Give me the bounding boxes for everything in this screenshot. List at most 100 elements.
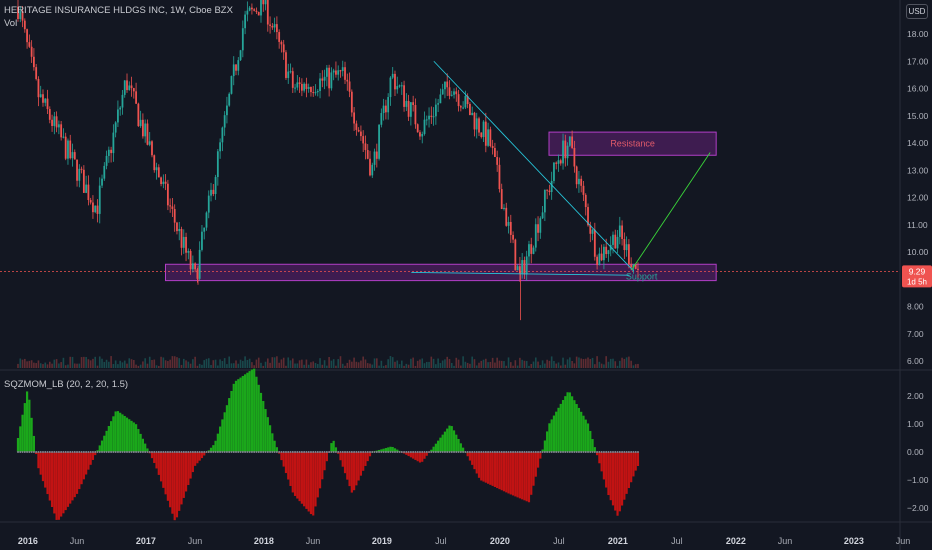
squeeze-dot — [439, 451, 442, 453]
squeeze-dot — [351, 451, 353, 453]
momentum-bar — [423, 452, 426, 459]
momentum-bar — [539, 452, 542, 459]
volume-bar — [487, 362, 489, 368]
candle-body — [114, 122, 117, 133]
momentum-bar — [564, 396, 567, 452]
indicator-tick-label: −1.00 — [907, 475, 929, 485]
volume-bar — [435, 364, 437, 368]
candle-body — [432, 116, 435, 118]
momentum-bar — [473, 452, 476, 470]
squeeze-dot — [521, 451, 523, 453]
volume-bar — [473, 359, 476, 368]
squeeze-dot — [339, 451, 342, 453]
squeeze-dot — [260, 451, 262, 453]
momentum-bar — [609, 452, 612, 501]
momentum-bar — [380, 449, 383, 452]
volume-bar — [39, 363, 42, 368]
momentum-bar — [530, 452, 533, 495]
momentum-bar — [241, 375, 244, 452]
squeeze-dot — [578, 451, 580, 453]
momentum-bar — [71, 452, 74, 501]
squeeze-dot — [566, 451, 569, 453]
candle-body — [46, 98, 49, 110]
volume-bar — [603, 364, 605, 368]
candle-body — [112, 132, 115, 154]
momentum-bar — [353, 452, 356, 491]
currency-badge[interactable]: USD — [906, 4, 928, 19]
squeeze-dot — [33, 451, 35, 453]
candle-body — [130, 85, 133, 89]
squeeze-dot — [187, 451, 190, 453]
volume-bar — [260, 362, 262, 368]
volume-bar — [85, 356, 87, 368]
candle-body — [612, 234, 614, 245]
momentum-bar — [620, 452, 624, 506]
price-tick-label: 11.00 — [907, 220, 928, 230]
candle-body — [310, 86, 312, 93]
momentum-bar — [30, 417, 33, 452]
volume-bar — [366, 363, 369, 368]
volume-bar — [630, 360, 632, 368]
candle-body — [55, 116, 58, 128]
volume-bar — [457, 359, 460, 368]
squeeze-dot — [398, 451, 401, 453]
volume-bar — [444, 359, 446, 368]
candle-body — [87, 184, 90, 201]
candle-body — [23, 20, 26, 30]
squeeze-dot — [496, 451, 498, 453]
squeeze-dot — [173, 451, 176, 453]
volume-bar — [557, 362, 560, 368]
squeeze-dot — [432, 451, 435, 453]
price-tick-label: 17.00 — [907, 56, 929, 66]
volume-bar — [139, 364, 142, 368]
squeeze-dot — [632, 451, 635, 453]
momentum-bar — [275, 447, 278, 452]
volume-bar — [251, 362, 253, 368]
squeeze-dot — [298, 451, 301, 453]
squeeze-dot — [423, 451, 426, 453]
volume-bar — [528, 365, 530, 368]
squeeze-dot — [389, 451, 392, 453]
momentum-bar — [166, 452, 169, 501]
momentum-bar — [493, 452, 497, 487]
volume-bar — [53, 359, 56, 368]
squeeze-dot — [323, 451, 326, 453]
momentum-bar — [462, 447, 465, 452]
squeeze-dot — [614, 451, 617, 453]
squeeze-dot — [276, 451, 278, 453]
squeeze-dot — [58, 451, 60, 453]
squeeze-dot — [630, 451, 632, 453]
momentum-bar — [316, 452, 319, 498]
squeeze-dot — [321, 451, 324, 453]
momentum-bar — [50, 452, 54, 507]
candle-body — [469, 104, 471, 116]
squeeze-dot — [478, 451, 480, 453]
volume-bar — [230, 363, 233, 368]
squeeze-dot — [248, 451, 251, 453]
squeeze-dot — [469, 451, 471, 453]
volume-bar — [46, 364, 49, 368]
momentum-bar — [475, 452, 478, 474]
squeeze-dot — [594, 451, 596, 453]
volume-bar — [403, 365, 405, 368]
volume-bar — [634, 364, 637, 368]
candle-body — [484, 121, 487, 146]
candle-body — [414, 105, 417, 125]
volume-bar — [121, 362, 124, 368]
momentum-bar — [128, 419, 131, 452]
momentum-bar — [387, 447, 390, 452]
squeeze-dot — [355, 451, 358, 453]
volume-bar — [182, 358, 185, 368]
candle-body — [307, 86, 310, 89]
candle-body — [196, 269, 199, 279]
momentum-bar — [228, 398, 231, 452]
squeeze-dot — [482, 451, 485, 453]
squeeze-dot — [510, 451, 512, 453]
momentum-bar — [259, 392, 263, 452]
volume-bar — [532, 361, 535, 368]
momentum-bar — [180, 452, 183, 505]
squeeze-dot — [580, 451, 583, 453]
candle-body — [32, 56, 35, 68]
candle-body — [441, 89, 444, 95]
